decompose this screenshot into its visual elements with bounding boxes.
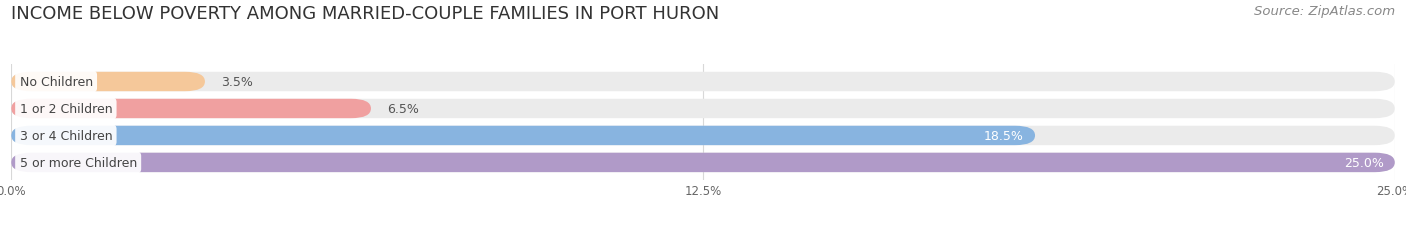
Text: 18.5%: 18.5% bbox=[984, 129, 1024, 142]
Text: 1 or 2 Children: 1 or 2 Children bbox=[20, 103, 112, 116]
Text: 6.5%: 6.5% bbox=[388, 103, 419, 116]
Text: 3.5%: 3.5% bbox=[222, 76, 253, 89]
FancyBboxPatch shape bbox=[11, 99, 1395, 119]
Text: 25.0%: 25.0% bbox=[1344, 156, 1384, 169]
FancyBboxPatch shape bbox=[11, 126, 1395, 146]
FancyBboxPatch shape bbox=[11, 99, 371, 119]
FancyBboxPatch shape bbox=[11, 73, 1395, 92]
FancyBboxPatch shape bbox=[11, 153, 1395, 172]
FancyBboxPatch shape bbox=[11, 73, 205, 92]
Text: 5 or more Children: 5 or more Children bbox=[20, 156, 136, 169]
Text: No Children: No Children bbox=[20, 76, 93, 89]
Text: Source: ZipAtlas.com: Source: ZipAtlas.com bbox=[1254, 5, 1395, 18]
FancyBboxPatch shape bbox=[11, 153, 1395, 172]
Text: 3 or 4 Children: 3 or 4 Children bbox=[20, 129, 112, 142]
FancyBboxPatch shape bbox=[11, 126, 1035, 146]
Text: INCOME BELOW POVERTY AMONG MARRIED-COUPLE FAMILIES IN PORT HURON: INCOME BELOW POVERTY AMONG MARRIED-COUPL… bbox=[11, 5, 720, 23]
